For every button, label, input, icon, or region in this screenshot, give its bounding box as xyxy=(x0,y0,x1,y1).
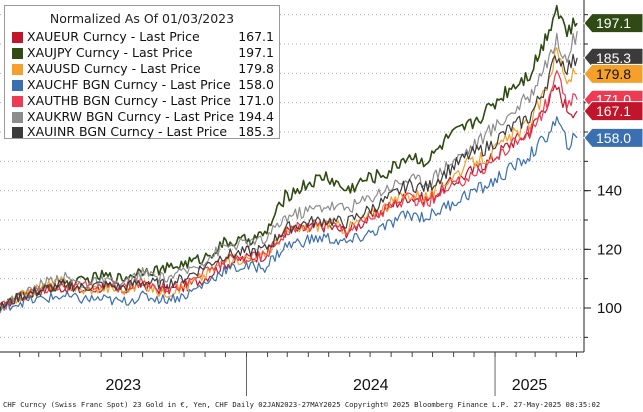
legend-entry: XAUKRW BGN Curncy - Last Price 194.4 xyxy=(12,109,274,125)
legend-series-name: XAUUSD Curncy - Last Price xyxy=(27,60,201,76)
legend-entry: XAUINR BGN Curncy - Last Price 185.3 xyxy=(12,124,274,140)
legend-swatch xyxy=(12,95,23,107)
legend-last-value: 185.3 xyxy=(238,124,274,140)
legend-last-value: 167.1 xyxy=(238,29,274,44)
legend-entry: XAUEUR Curncy - Last Price 167.1 xyxy=(12,29,274,45)
legend-entry: XAUCHF BGN Curncy - Last Price 158.0 xyxy=(12,77,274,93)
series-line xyxy=(0,116,578,311)
grid-lines xyxy=(0,14,584,338)
legend-swatch xyxy=(12,111,23,123)
series-line xyxy=(0,31,578,314)
legend-entry: XAUTHB BGN Curncy - Last Price 171.0 xyxy=(12,93,274,109)
last-price-tag xyxy=(583,127,643,148)
last-price-label: 185.3 xyxy=(596,50,631,66)
legend-entry: XAUJPY Curncy - Last Price 197.1 xyxy=(12,45,274,61)
last-price-tag xyxy=(583,13,643,34)
last-price-label: 158.0 xyxy=(596,130,631,146)
series-lines xyxy=(0,4,578,314)
legend-last-value: 194.4 xyxy=(238,108,274,124)
x-tick-label: 2023 xyxy=(105,377,141,394)
x-tick-label: 2024 xyxy=(353,377,389,394)
legend-last-value: 158.0 xyxy=(238,76,274,92)
legend: Normalized As Of 01/03/2023 XAUEUR Curnc… xyxy=(4,5,280,139)
series-line xyxy=(0,70,578,310)
legend-last-value: 197.1 xyxy=(238,44,274,60)
last-price-tag xyxy=(583,101,643,122)
last-price-label: 179.8 xyxy=(596,66,631,82)
legend-series-name: XAUINR BGN Curncy - Last Price xyxy=(27,124,228,140)
chart-title: Normalized As Of 01/03/2023 xyxy=(49,11,235,26)
legend-series-name: XAUJPY Curncy - Last Price xyxy=(27,44,193,60)
last-price-label: 197.1 xyxy=(596,15,631,31)
x-tick-label: 2025 xyxy=(512,377,548,394)
legend-entry: XAUUSD Curncy - Last Price 179.8 xyxy=(12,61,274,77)
legend-series-name: XAUKRW BGN Curncy - Last Price xyxy=(27,108,235,124)
last-price-tag xyxy=(583,63,643,84)
last-price-label: 167.1 xyxy=(596,103,631,119)
x-axis-band xyxy=(0,353,584,399)
legend-swatch xyxy=(12,63,23,75)
legend-swatch xyxy=(12,32,23,43)
footer-note: CHF Curncy (Swiss Franc Spot) 23 Gold in… xyxy=(3,400,601,409)
series-line xyxy=(0,53,578,312)
series-line xyxy=(0,4,578,313)
x-axis: 2023 2024 2025 xyxy=(0,351,584,399)
legend-last-value: 171.0 xyxy=(238,92,274,108)
y-tick-label: 140 xyxy=(597,183,622,200)
legend-swatch xyxy=(12,127,23,139)
legend-series-name: XAUEUR Curncy - Last Price xyxy=(27,29,200,44)
y-tick-label: 120 xyxy=(597,241,622,258)
legend-swatch xyxy=(12,47,23,59)
y-tick-label: 100 xyxy=(597,300,622,317)
legend-swatch xyxy=(12,79,23,91)
legend-series-name: XAUCHF BGN Curncy - Last Price xyxy=(27,76,231,92)
legend-series-name: XAUTHB BGN Curncy - Last Price xyxy=(27,92,231,108)
legend-last-value: 179.8 xyxy=(238,60,274,76)
